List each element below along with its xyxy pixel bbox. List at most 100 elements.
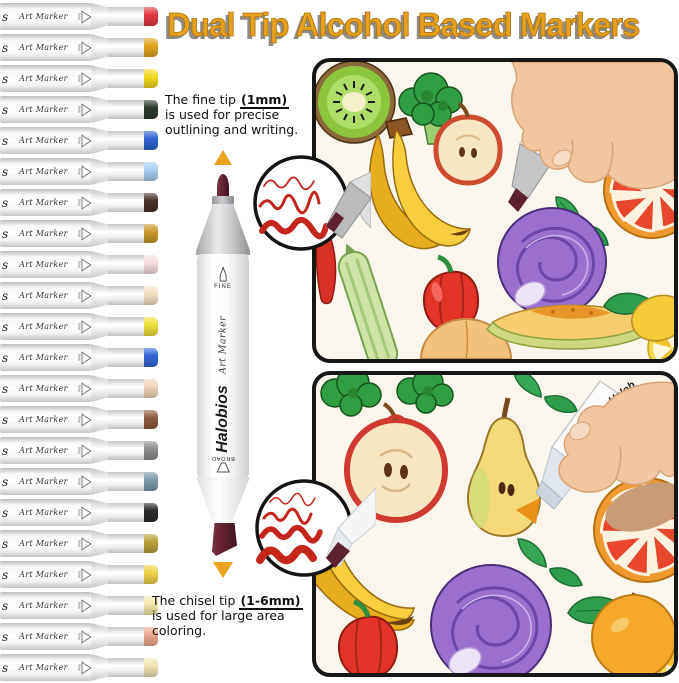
marker-cap-color — [144, 348, 158, 367]
fruit-art-top: Art Marker — [316, 62, 674, 359]
marker-cap — [108, 162, 144, 181]
marker-series-label: Art Marker — [19, 539, 68, 548]
marker-series-label: Art Marker — [19, 632, 68, 641]
marker-series-label: Art Marker — [19, 322, 68, 331]
fine-tip-icon: Fine — [77, 288, 92, 303]
marker-series-label: Art Marker — [19, 260, 68, 269]
hero-cone — [196, 204, 250, 255]
marker-barrel: s Art Marker Fine — [0, 468, 92, 495]
marker-row: s Art Marker Fine — [0, 498, 158, 527]
marker-series-label: Art Marker — [19, 198, 68, 207]
fruit-art-bottom: Halob — [316, 375, 674, 673]
marker-barrel: s Art Marker Fine — [0, 623, 92, 650]
marker-shoulder — [91, 623, 108, 650]
marker-brand-end: s — [2, 319, 9, 334]
fine-tip-icon: Fine — [77, 474, 92, 489]
marker-series-label: Art Marker — [19, 384, 68, 393]
pepper-illustration — [337, 599, 399, 673]
marker-shoulder — [91, 34, 108, 61]
marker-brand-end: s — [2, 443, 9, 458]
chisel-note-line3: coloring. — [152, 623, 207, 638]
inset-marker-fine — [325, 171, 372, 239]
fine-note-line2: is used for precise — [165, 107, 280, 122]
marker-brand-end: s — [2, 195, 9, 210]
pear-illustration — [466, 397, 542, 538]
fine-tip-icon: Fine — [77, 319, 92, 334]
marker-brand-end: s — [2, 164, 9, 179]
marker-cap-color — [144, 224, 158, 243]
hand-illustration — [511, 62, 674, 190]
marker-row: s Art Marker Fine — [0, 126, 158, 155]
chisel-stroke-inset — [246, 472, 377, 595]
marker-cap-color — [144, 379, 158, 398]
hero-fine-tip — [217, 174, 229, 198]
fine-tip-icon: Fine — [77, 71, 92, 86]
marker-cap — [108, 131, 144, 150]
zucchini-illustration — [337, 243, 399, 359]
marker-row: s Art Marker Fine — [0, 219, 158, 248]
marker-row: s Art Marker Fine — [0, 529, 158, 558]
marker-brand-end: s — [2, 40, 9, 55]
fine-tip-icon: Fine — [77, 257, 92, 272]
svg-text:Fine: Fine — [77, 632, 81, 639]
marker-cap-color — [144, 7, 158, 26]
marker-cap — [108, 224, 144, 243]
svg-text:Fine: Fine — [77, 167, 81, 174]
marker-barrel: s Art Marker Fine — [0, 375, 92, 402]
marker-series-label: Art Marker — [19, 570, 68, 579]
marker-shoulder — [91, 158, 108, 185]
hero-ferrule — [212, 196, 234, 205]
marker-row: s Art Marker Fine — [0, 312, 158, 341]
marker-cap-color — [144, 627, 158, 646]
marker-barrel: s Art Marker Fine — [0, 313, 92, 340]
marker-cap-color — [144, 534, 158, 553]
svg-text:Fine: Fine — [77, 74, 81, 81]
marker-series-label: Art Marker — [19, 74, 68, 83]
marker-cap — [108, 565, 144, 584]
marker-series-label: Art Marker — [19, 477, 68, 486]
hero-fine-label: FINE — [214, 266, 232, 290]
marker-shoulder — [91, 654, 108, 681]
svg-text:Fine: Fine — [77, 539, 81, 546]
marker-series-label: Art Marker — [19, 12, 68, 21]
apple-half-illustration — [433, 102, 503, 186]
red-stroke-samples — [258, 176, 329, 240]
marker-series-label: Art Marker — [19, 291, 68, 300]
bullet-nib-icon — [219, 266, 227, 282]
melon-illustration — [486, 304, 656, 350]
marker-shoulder — [91, 530, 108, 557]
marker-shoulder — [91, 375, 108, 402]
hero-marker: FINE Art Marker Halobios BROAD — [195, 150, 251, 586]
marker-brand-end: s — [2, 629, 9, 644]
marker-barrel: s Art Marker Fine — [0, 344, 92, 371]
svg-text:Fine: Fine — [77, 446, 81, 453]
marker-row: s Art Marker Fine — [0, 374, 158, 403]
marker-barrel: s Art Marker Fine — [0, 654, 92, 681]
marker-row: s Art Marker Fine — [0, 560, 158, 589]
fine-text: FINE — [214, 284, 232, 290]
chisel-note-size: (1-6mm) — [239, 593, 303, 610]
marker-brand-end: s — [2, 71, 9, 86]
marker-series-label: Art Marker — [19, 508, 68, 517]
marker-brand-end: s — [2, 102, 9, 117]
marker-brand-end: s — [2, 598, 9, 613]
hero-chisel-tip — [212, 523, 237, 556]
marker-brand-end: s — [2, 226, 9, 241]
marker-shoulder — [91, 3, 108, 30]
marker-cap-color — [144, 658, 158, 677]
marker-series-label: Art Marker — [19, 229, 68, 238]
svg-text:Fine: Fine — [77, 260, 81, 267]
leaf-illustration — [513, 375, 578, 413]
marker-brand-end: s — [2, 412, 9, 427]
marker-row: s Art Marker Fine — [0, 591, 158, 620]
fine-stroke-inset — [246, 150, 372, 267]
marker-row: s Art Marker Fine — [0, 95, 158, 124]
lemon-illustration — [603, 292, 674, 359]
marker-cap — [108, 38, 144, 57]
marker-row: s Art Marker Fine — [0, 405, 158, 434]
svg-text:Fine: Fine — [77, 229, 81, 236]
illustration-panel-bottom: Halob — [312, 371, 678, 677]
marker-row: s Art Marker Fine — [0, 622, 158, 651]
marker-barrel: s Art Marker Fine — [0, 127, 92, 154]
marker-series-label: Art Marker — [19, 446, 68, 455]
